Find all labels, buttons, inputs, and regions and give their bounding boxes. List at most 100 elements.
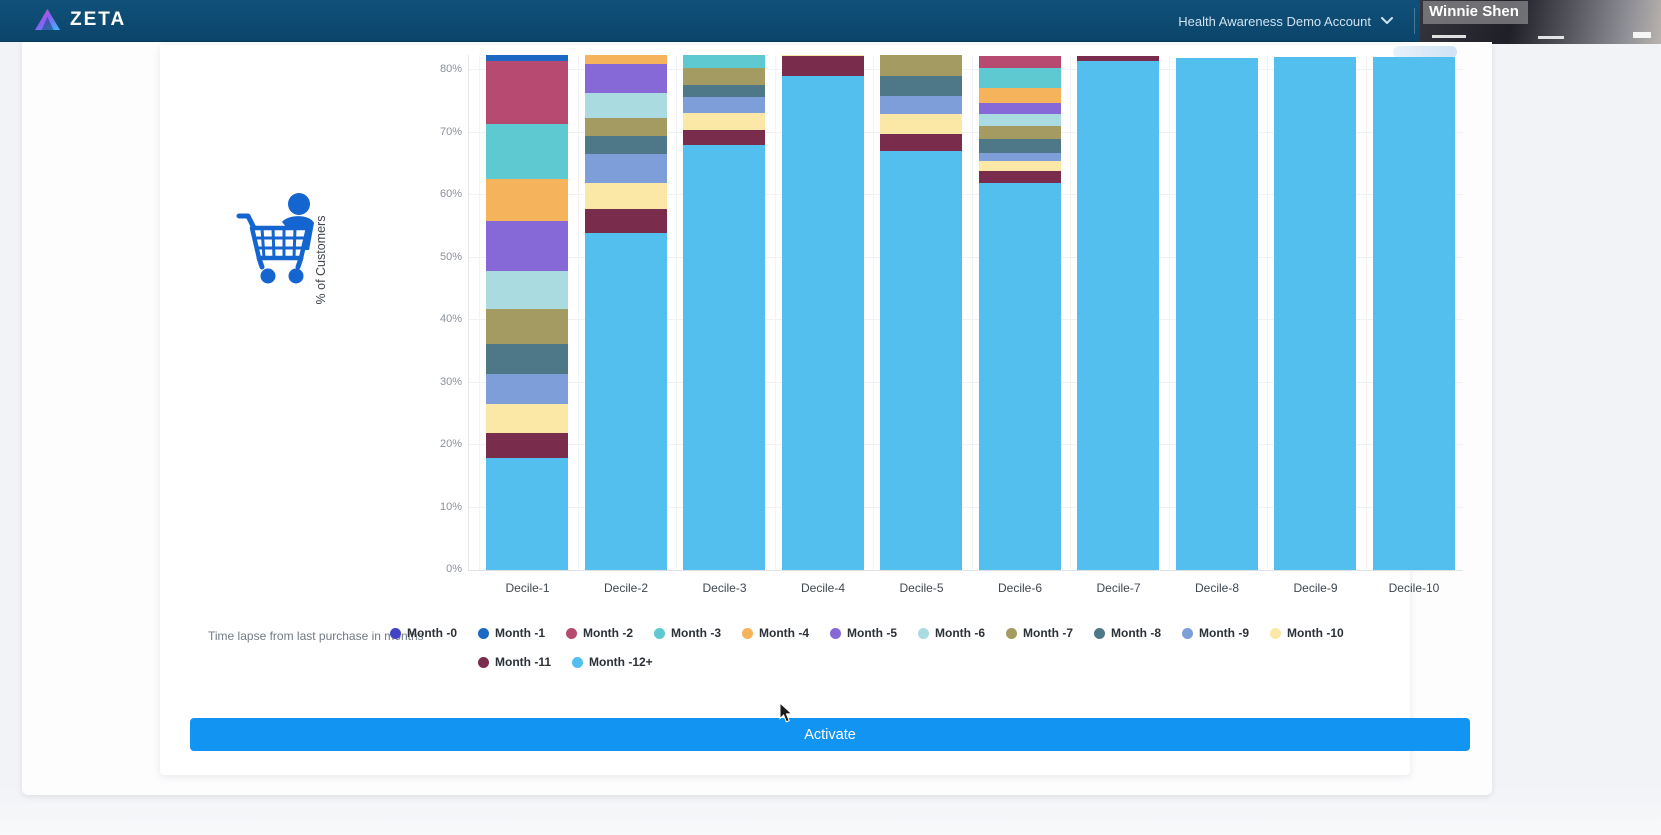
v-gridline xyxy=(479,55,480,570)
bar-segment xyxy=(1077,60,1159,570)
x-axis-label: Decile-6 xyxy=(997,581,1042,595)
legend-label: Month -9 xyxy=(1199,626,1249,640)
stacked-bar-decile-5 xyxy=(880,55,962,570)
top-navbar: ZETA Health Awareness Demo Account Winni… xyxy=(0,0,1661,44)
legend-dot-icon xyxy=(566,627,577,639)
h-gridline xyxy=(469,506,1463,508)
activate-button[interactable]: Activate xyxy=(190,718,1470,751)
bar-segment xyxy=(683,68,765,85)
bar-segment xyxy=(880,55,962,77)
bar-segment xyxy=(880,96,962,115)
bar-segment xyxy=(486,55,568,62)
bar-segment xyxy=(584,182,667,210)
bar-segment xyxy=(978,126,1061,140)
legend-label: Month -8 xyxy=(1111,626,1161,640)
legend-item-month-9[interactable]: Month -9 xyxy=(1182,626,1249,640)
v-gridline xyxy=(971,55,973,570)
legend-item-month-8[interactable]: Month -8 xyxy=(1094,626,1161,640)
h-gridline xyxy=(469,319,1463,320)
legend-item-month-4[interactable]: Month -4 xyxy=(742,626,809,640)
webcam-video-overlay: Winnie Shen xyxy=(1420,0,1661,44)
webcam-participant-name: Winnie Shen xyxy=(1423,1,1528,24)
legend-dot-icon xyxy=(830,627,841,639)
webcam-artifact xyxy=(1432,35,1466,38)
navbar-divider xyxy=(1414,8,1415,34)
legend-dot-icon xyxy=(1094,627,1105,639)
bar-segment xyxy=(584,209,667,233)
cart-user-icon xyxy=(236,193,314,284)
legend-label: Month -2 xyxy=(583,626,633,640)
bar-segment xyxy=(978,182,1061,570)
scroll-indicator[interactable] xyxy=(1393,46,1457,58)
legend-item-month-12+[interactable]: Month -12+ xyxy=(572,655,653,669)
v-gridline xyxy=(1168,55,1170,570)
v-gridline xyxy=(1267,55,1268,570)
bar-segment xyxy=(584,232,667,570)
legend-dot-icon xyxy=(572,656,583,668)
h-gridline xyxy=(469,131,1463,133)
legend-label: Month -5 xyxy=(847,626,897,640)
account-selector[interactable]: Health Awareness Demo Account xyxy=(1178,0,1393,42)
legend-item-month-5[interactable]: Month -5 xyxy=(830,626,897,640)
h-gridline xyxy=(469,444,1463,445)
bar-segment xyxy=(486,374,568,405)
legend-label: Month -11 xyxy=(495,655,551,669)
x-axis-label: Decile-1 xyxy=(505,581,550,595)
y-axis-tick: 60% xyxy=(439,188,462,200)
zeta-logo[interactable]: ZETA xyxy=(34,8,126,32)
legend-label: Month -4 xyxy=(759,626,809,640)
bar-segment xyxy=(880,134,962,152)
legend-row-1: Month -0 Month -1 Month -2 Month -3 Month -4… xyxy=(390,626,1344,640)
bar-segment xyxy=(880,114,962,135)
bar-segment xyxy=(486,221,568,272)
legend-row-2: Month -11 Month -12+ xyxy=(478,655,653,669)
legend-item-month-6[interactable]: Month -6 xyxy=(918,626,985,640)
account-selector-label: Health Awareness Demo Account xyxy=(1178,13,1371,29)
legend-item-month-11[interactable]: Month -11 xyxy=(478,655,551,669)
v-gridline xyxy=(873,55,874,570)
bar-segment xyxy=(781,55,864,57)
y-axis-tick: 30% xyxy=(439,375,462,388)
bar-segment xyxy=(1077,55,1159,61)
plot-area xyxy=(468,55,1463,570)
bar-segment xyxy=(486,179,568,222)
legend-item-month-0[interactable]: Month -0 xyxy=(390,626,457,640)
chevron-down-icon xyxy=(1381,17,1393,24)
mouse-cursor-icon xyxy=(779,702,793,723)
bar-segment xyxy=(1274,56,1356,570)
stacked-bar-decile-6 xyxy=(978,55,1061,570)
v-gridline xyxy=(774,55,776,570)
x-axis-label: Decile-8 xyxy=(1194,581,1239,595)
bar-segment xyxy=(486,457,568,570)
webcam-artifact xyxy=(1538,36,1564,39)
legend-item-month-7[interactable]: Month -7 xyxy=(1006,626,1073,640)
h-gridline xyxy=(469,381,1463,383)
legend-item-month-3[interactable]: Month -3 xyxy=(654,626,721,640)
bar-segment xyxy=(486,344,568,375)
legend-label: Month -12+ xyxy=(589,655,653,669)
x-axis-label: Decile-9 xyxy=(1293,581,1338,595)
bar-segment xyxy=(683,55,765,69)
webcam-artifact xyxy=(1633,32,1651,38)
bar-segment xyxy=(683,130,765,145)
bar-segment xyxy=(978,139,1061,153)
x-axis-label: Decile-7 xyxy=(1096,581,1141,595)
bar-segment xyxy=(978,67,1061,88)
legend-item-month-1[interactable]: Month -1 xyxy=(478,626,545,640)
bar-segment xyxy=(978,171,1061,183)
legend-label: Month -3 xyxy=(671,626,721,640)
legend-dot-icon xyxy=(918,627,929,639)
bar-segment xyxy=(781,76,864,570)
legend-label: Month -1 xyxy=(495,626,545,640)
legend-item-month-10[interactable]: Month -10 xyxy=(1270,626,1344,640)
bar-segment xyxy=(978,56,1061,68)
legend-dot-icon xyxy=(390,627,401,639)
legend-item-month-2[interactable]: Month -2 xyxy=(566,626,633,640)
legend-dot-icon xyxy=(1006,627,1017,639)
bar-segment xyxy=(683,113,765,130)
stacked-bar-decile-4 xyxy=(781,55,864,570)
x-axis-label: Decile-2 xyxy=(603,581,648,595)
zeta-logo-icon xyxy=(35,9,60,30)
stacked-bar-decile-3 xyxy=(683,55,765,570)
legend-label: Month -0 xyxy=(407,626,457,640)
